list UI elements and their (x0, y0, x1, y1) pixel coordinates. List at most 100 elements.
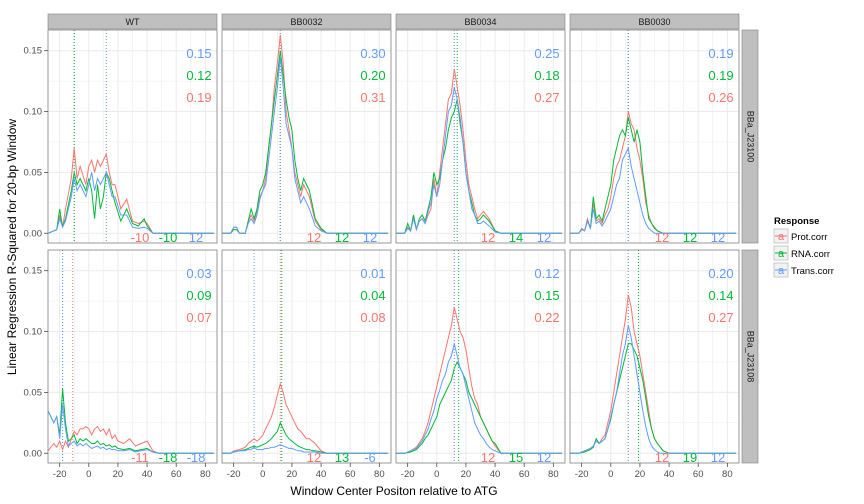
series-line-rna (396, 99, 563, 234)
r2-label-trans: 0.15 (186, 46, 211, 61)
r2-label-trans: 0.30 (360, 46, 385, 61)
panel-border (569, 249, 740, 464)
series-line-rna (222, 421, 389, 454)
legend-label-trans: Trans.corr (791, 266, 834, 277)
column-strip (221, 13, 392, 30)
peak-label-trans: 12 (711, 230, 725, 245)
x-tick-label: 0 (434, 469, 439, 480)
series-line-trans (47, 170, 215, 234)
peak-label-trans: 12 (189, 230, 203, 245)
panel-border (395, 29, 566, 244)
peak-label-prot: 12 (481, 450, 495, 465)
facet-panel: 0.30 0.20 0.31 12 12 12 (221, 29, 392, 245)
y-tick-label: 0.10 (24, 327, 43, 338)
series-line-rna (47, 388, 215, 454)
r2-label-rna: 0.14 (708, 288, 733, 303)
r2-label-prot: 0.08 (360, 310, 385, 325)
r2-label-rna: 0.18 (534, 68, 559, 83)
r2-label-trans: 0.25 (534, 46, 559, 61)
peak-label-rna: 14 (509, 230, 523, 245)
row-strip (741, 249, 759, 464)
r2-label-rna: 0.04 (360, 288, 385, 303)
x-tick-label: 40 (316, 469, 327, 480)
series-line-prot (396, 307, 563, 454)
column-strip (569, 13, 740, 30)
x-tick-label: -20 (227, 469, 241, 480)
peak-label-prot: -11 (131, 450, 149, 465)
facet-panel: 0.20 0.14 0.27 12 19 12 (569, 249, 740, 465)
series-line-trans (570, 146, 737, 234)
y-axis-title: Linear Regression R-Squared for 20-bp Wi… (5, 119, 19, 375)
peak-label-prot: 12 (307, 230, 321, 245)
column-strip-label: BB0030 (638, 17, 670, 27)
x-tick-label: -20 (53, 469, 67, 480)
peak-label-rna: 12 (683, 230, 697, 245)
peak-label-prot: 12 (655, 450, 669, 465)
r2-label-prot: 0.27 (534, 90, 559, 105)
peak-label-trans: -6 (364, 450, 376, 465)
r2-label-trans: 0.19 (708, 46, 733, 61)
facet-panel: 0.03 0.09 0.07 -11 -18 -18 (47, 249, 218, 465)
r2-label-prot: 0.26 (708, 90, 733, 105)
legend-key-glyph: a (778, 248, 785, 260)
panels-layer: WT BB0032 BB0034 BB0030 BBa_J23100 BBa_J23108… (24, 13, 759, 480)
x-tick-label: 20 (461, 469, 472, 480)
r2-label-trans: 0.12 (534, 266, 559, 281)
x-tick-label: 80 (374, 469, 385, 480)
peak-label-rna: 15 (509, 450, 523, 465)
r2-label-rna: 0.15 (534, 288, 559, 303)
panel-border (221, 249, 392, 464)
legend-key-glyph: a (778, 265, 785, 277)
facet-panel: 0.15 0.12 0.19 -10 -10 12 (47, 29, 218, 245)
y-tick-label: 0.15 (24, 266, 43, 277)
r2-label-rna: 0.09 (186, 288, 211, 303)
y-tick-label: 0.10 (24, 107, 43, 118)
peak-label-rna: 19 (683, 450, 697, 465)
r2-label-trans: 0.20 (708, 266, 733, 281)
panel-border (47, 249, 218, 464)
x-tick-label: 0 (260, 469, 265, 480)
y-tick-label: 0.05 (24, 387, 43, 398)
peak-label-prot: 12 (307, 450, 321, 465)
column-strip (395, 13, 566, 30)
column-strip (47, 13, 218, 30)
panel-border (47, 29, 218, 244)
series-line-trans (47, 404, 215, 454)
x-tick-label: -20 (575, 469, 589, 480)
series-line-rna (570, 343, 737, 454)
x-tick-label: 0 (86, 469, 91, 480)
x-axis-title: Window Center Positon relative to ATG (290, 484, 497, 498)
legend-title: Response (774, 216, 819, 227)
y-tick-label: 0.00 (24, 228, 43, 239)
r2-label-prot: 0.22 (534, 310, 559, 325)
facet-panel: 0.25 0.18 0.27 12 14 12 (395, 29, 566, 245)
x-tick-label: 60 (519, 469, 530, 480)
legend: Response a Prot.corr a RNA.corr a Trans.corr (773, 216, 834, 278)
peak-label-rna: -18 (159, 450, 178, 465)
r2-label-prot: 0.07 (186, 310, 211, 325)
column-strip-label: WT (126, 17, 140, 27)
x-tick-label: 60 (345, 469, 356, 480)
series-line-prot (47, 425, 215, 454)
peak-label-prot: 12 (481, 230, 495, 245)
peak-label-prot: -10 (131, 230, 150, 245)
r2-label-trans: 0.01 (360, 266, 385, 281)
series-line-trans (222, 444, 389, 454)
facet-panel: 0.01 0.04 0.08 12 13 -6 (221, 249, 392, 465)
y-tick-label: 0.00 (24, 448, 43, 459)
r2-label-rna: 0.19 (708, 68, 733, 83)
column-strip-label: BB0034 (464, 17, 496, 27)
legend-items: a Prot.corr a RNA.corr a Trans.corr (773, 228, 834, 278)
x-tick-label: 80 (548, 469, 559, 480)
series-line-trans (396, 343, 563, 454)
row-strip (741, 29, 759, 244)
r2-label-rna: 0.20 (360, 68, 385, 83)
x-tick-label: 20 (287, 469, 298, 480)
panel-border (395, 249, 566, 464)
panel-border (569, 29, 740, 244)
peak-label-trans: 12 (537, 230, 551, 245)
series-line-prot (222, 382, 389, 454)
legend-label-prot: Prot.corr (791, 232, 827, 243)
series-line-trans (396, 87, 563, 234)
